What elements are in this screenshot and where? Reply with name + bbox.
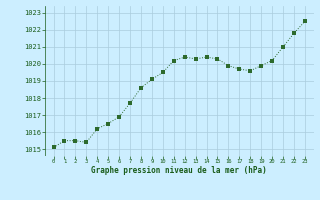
X-axis label: Graphe pression niveau de la mer (hPa): Graphe pression niveau de la mer (hPa) bbox=[91, 166, 267, 175]
